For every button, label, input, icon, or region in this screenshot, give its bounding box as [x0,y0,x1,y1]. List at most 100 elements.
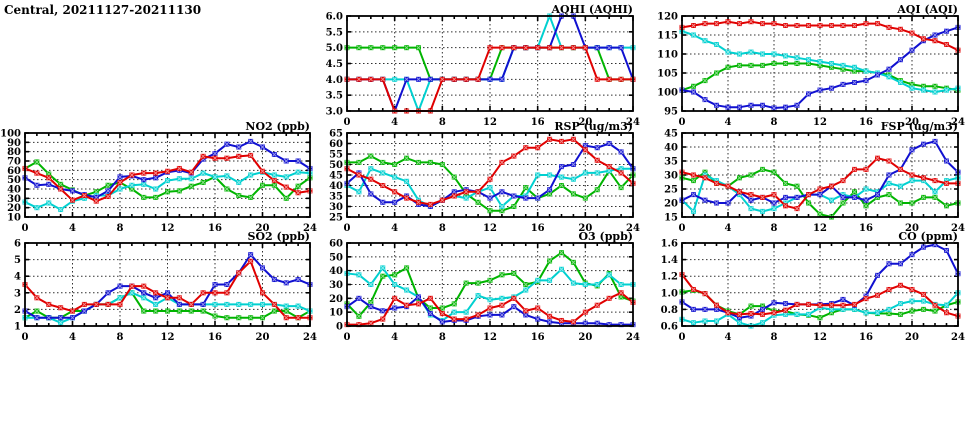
svg-text:6: 6 [14,239,21,250]
chart-title-co: CO (ppm) [898,230,958,243]
svg-text:25: 25 [329,213,343,224]
svg-text:16: 16 [859,223,873,234]
svg-text:24: 24 [951,332,965,343]
svg-text:0: 0 [679,117,686,128]
svg-text:4: 4 [725,332,732,343]
svg-text:20: 20 [905,332,919,343]
axis-labels-o3: 0 10 20 30 40 50 60 0 4 8 12 16 20 24 [329,239,640,344]
series-red-aqi [679,19,961,53]
svg-text:20: 20 [905,117,919,128]
svg-text:8: 8 [771,332,778,343]
plot-border [681,15,959,112]
svg-text:4: 4 [391,332,398,343]
svg-text:12: 12 [483,332,497,343]
svg-text:8: 8 [771,117,778,128]
svg-text:3.5: 3.5 [326,91,343,102]
page-title: Central, 20211127-20211130 [4,3,202,17]
svg-text:120: 120 [657,12,678,23]
svg-text:4: 4 [69,223,76,234]
svg-text:12: 12 [813,332,827,343]
svg-text:0: 0 [336,322,343,333]
svg-text:35: 35 [329,192,343,203]
plot-border [346,15,634,112]
svg-text:8: 8 [771,223,778,234]
plot-border [24,132,311,218]
svg-text:20: 20 [256,332,270,343]
svg-text:20: 20 [905,223,919,234]
svg-text:1: 1 [14,322,21,333]
svg-text:4: 4 [391,117,398,128]
svg-text:4: 4 [725,117,732,128]
chart-title-aqi: AQI (AQI) [896,3,958,16]
chart-title-rsp: RSP (ug/m3) [554,120,633,133]
svg-text:70: 70 [7,157,21,168]
plot-border [346,132,634,218]
svg-text:25: 25 [664,185,678,196]
svg-text:105: 105 [657,69,678,80]
series-red-o3 [344,290,636,328]
svg-text:55: 55 [329,150,343,161]
svg-text:8: 8 [439,117,446,128]
svg-text:0: 0 [344,332,351,343]
svg-text:10: 10 [7,213,21,224]
svg-text:20: 20 [578,117,592,128]
svg-text:100: 100 [0,129,21,140]
axis-labels-aqi: 95 100 105 110 115 120 0 4 8 12 16 20 24 [657,12,965,129]
svg-text:12: 12 [813,117,827,128]
svg-text:65: 65 [329,129,343,140]
svg-text:0: 0 [22,332,29,343]
svg-text:40: 40 [329,181,343,192]
svg-text:3.0: 3.0 [326,107,343,118]
svg-text:0: 0 [679,223,686,234]
svg-text:12: 12 [483,223,497,234]
svg-text:24: 24 [951,117,965,128]
plot-border [346,242,634,327]
svg-text:20: 20 [329,294,343,305]
axis-labels-aqhi: 3.0 3.5 4.0 4.5 5.0 5.5 6.0 0 4 8 12 16 20 24 [326,12,640,129]
axis-labels-fsp: 15 20 25 30 35 40 45 0 4 8 12 16 20 24 [664,129,965,235]
gridlines-fsp [682,133,958,217]
chart-title-aqhi: AQHI (AQHI) [550,3,633,16]
svg-text:6.0: 6.0 [326,12,343,23]
chart-o3: 0 10 20 30 40 50 60 0 4 8 12 16 20 24 O3 (ppb) [329,230,640,344]
svg-text:10: 10 [329,308,343,319]
svg-text:8: 8 [117,223,124,234]
svg-text:0: 0 [344,117,351,128]
svg-text:0.6: 0.6 [661,322,678,333]
svg-text:24: 24 [951,223,965,234]
svg-text:16: 16 [859,332,873,343]
series-red-fsp [679,155,961,212]
chart-title-so2: SO2 (ppb) [248,230,311,243]
svg-text:20: 20 [7,203,21,214]
plot-border [681,242,959,327]
svg-text:0.8: 0.8 [661,305,678,316]
svg-text:40: 40 [329,266,343,277]
svg-text:4: 4 [69,332,76,343]
svg-text:3: 3 [14,288,21,299]
svg-text:30: 30 [664,171,678,182]
svg-text:5.5: 5.5 [326,27,343,38]
svg-text:40: 40 [7,185,21,196]
svg-text:0: 0 [679,332,686,343]
svg-text:16: 16 [208,332,222,343]
chart-title-fsp: FSP (ug/m3) [881,120,958,133]
svg-text:90: 90 [7,138,21,149]
svg-text:1.4: 1.4 [661,255,678,266]
svg-text:5.0: 5.0 [326,43,343,54]
svg-text:60: 60 [329,139,343,150]
svg-text:110: 110 [657,50,678,61]
svg-text:4.5: 4.5 [326,59,343,70]
svg-text:16: 16 [531,223,545,234]
chart-aqi: 95 100 105 110 115 120 0 4 8 12 16 20 24 AQI (AQI) [657,3,965,129]
svg-text:8: 8 [439,223,446,234]
series-cyan-aqi [679,28,961,95]
svg-text:15: 15 [664,213,678,224]
svg-text:16: 16 [859,117,873,128]
